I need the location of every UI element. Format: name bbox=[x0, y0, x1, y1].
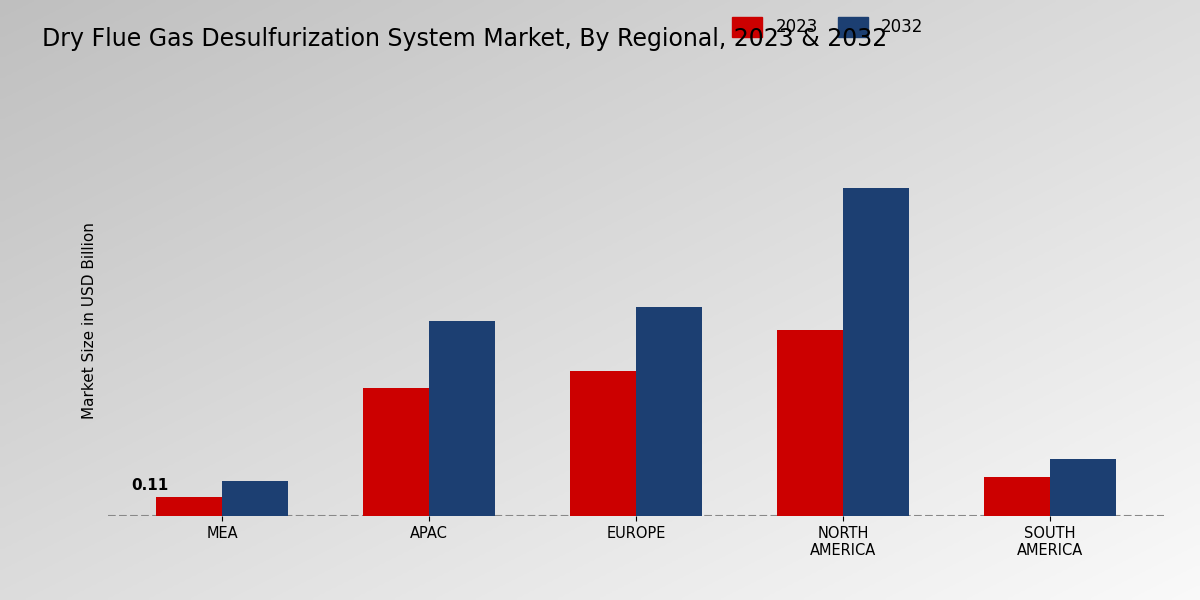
Y-axis label: Market Size in USD Billion: Market Size in USD Billion bbox=[82, 223, 97, 419]
Bar bbox=[776, 330, 842, 516]
Legend: 2023, 2032: 2023, 2032 bbox=[732, 17, 923, 37]
Bar bbox=[1050, 459, 1116, 516]
Bar bbox=[842, 188, 910, 516]
Bar bbox=[984, 477, 1050, 516]
Text: 0.11: 0.11 bbox=[131, 478, 168, 493]
Bar bbox=[156, 496, 222, 516]
Bar bbox=[362, 388, 430, 516]
Bar bbox=[222, 481, 288, 516]
Text: Dry Flue Gas Desulfurization System Market, By Regional, 2023 & 2032: Dry Flue Gas Desulfurization System Mark… bbox=[42, 27, 887, 51]
Bar bbox=[570, 371, 636, 516]
Bar bbox=[636, 307, 702, 516]
Bar bbox=[430, 321, 496, 516]
